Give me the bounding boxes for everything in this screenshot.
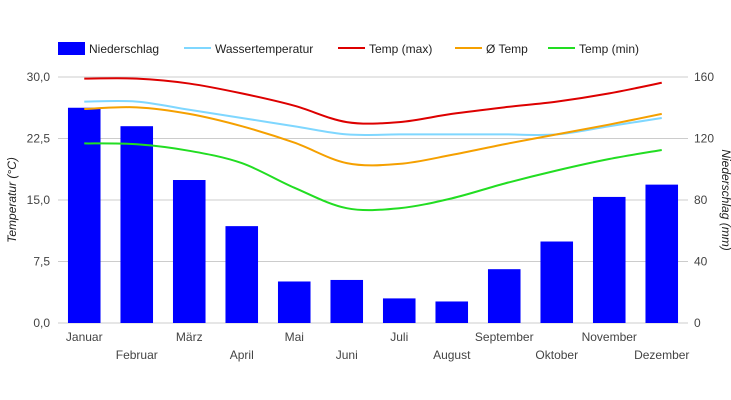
legend-label: Wassertemperatur	[215, 42, 313, 56]
y-right-axis-title: Niederschlag (mm)	[719, 149, 731, 250]
legend-label: Temp (max)	[369, 42, 432, 56]
grid-lines	[58, 76, 688, 324]
y-right-tick-label: 80	[694, 193, 708, 207]
x-tick-label: Dezember	[634, 348, 689, 362]
x-tick-label: Mai	[285, 330, 304, 344]
y-left-tick-label: 22,5	[27, 132, 51, 146]
temperature-lines	[84, 77, 662, 212]
precipitation-bar	[487, 269, 521, 323]
precipitation-bars	[67, 107, 679, 323]
x-tick-label: Juni	[336, 348, 358, 362]
precipitation-bar	[540, 241, 574, 323]
legend: Niederschlag Wassertemperatur Temp (max) Ø …	[58, 42, 639, 56]
y-left-axis-title: Temperatur (°C)	[5, 157, 19, 243]
precipitation-bar	[645, 184, 679, 323]
series-line-Temp (max)	[84, 77, 662, 125]
precipitation-bar	[172, 180, 206, 323]
y-right-tick-label: 160	[694, 70, 714, 84]
x-tick-label: März	[176, 330, 203, 344]
x-tick-label: Februar	[116, 348, 158, 362]
series-line-Ø Temp	[84, 106, 662, 167]
y-right-tick-label: 40	[694, 255, 708, 269]
precipitation-bar	[382, 298, 416, 323]
y-right-tick-label: 0	[694, 316, 701, 330]
y-left-tick-label: 0,0	[33, 316, 50, 330]
legend-label: Niederschlag	[89, 42, 159, 56]
precipitation-bar	[330, 279, 364, 323]
legend-label: Temp (min)	[579, 42, 639, 56]
precipitation-bar	[67, 107, 101, 323]
x-tick-label: September	[475, 330, 534, 344]
legend-swatch-bar	[58, 42, 85, 55]
x-tick-label: Januar	[66, 330, 103, 344]
x-tick-label: Juli	[390, 330, 408, 344]
precipitation-bar	[592, 196, 626, 323]
x-tick-label: August	[433, 348, 471, 362]
axes: 0,0 0 7,5 40 15,0 80 22,5 120 30,0 160 Januar Febru…	[5, 70, 731, 362]
series-line-Wassertemperatur	[84, 99, 662, 137]
x-tick-label: Oktober	[535, 348, 578, 362]
legend-label: Ø Temp	[486, 42, 528, 56]
y-right-tick-label: 120	[694, 132, 714, 146]
series-line-Temp (min)	[84, 142, 662, 212]
precipitation-bar	[225, 226, 259, 323]
y-left-tick-label: 7,5	[33, 255, 50, 269]
precipitation-bar	[120, 126, 154, 323]
y-left-tick-label: 15,0	[27, 193, 51, 207]
precipitation-bar	[435, 301, 469, 323]
y-left-tick-label: 30,0	[27, 70, 51, 84]
precipitation-bar	[277, 281, 311, 323]
x-tick-label: April	[230, 348, 254, 362]
x-tick-label: November	[582, 330, 637, 344]
